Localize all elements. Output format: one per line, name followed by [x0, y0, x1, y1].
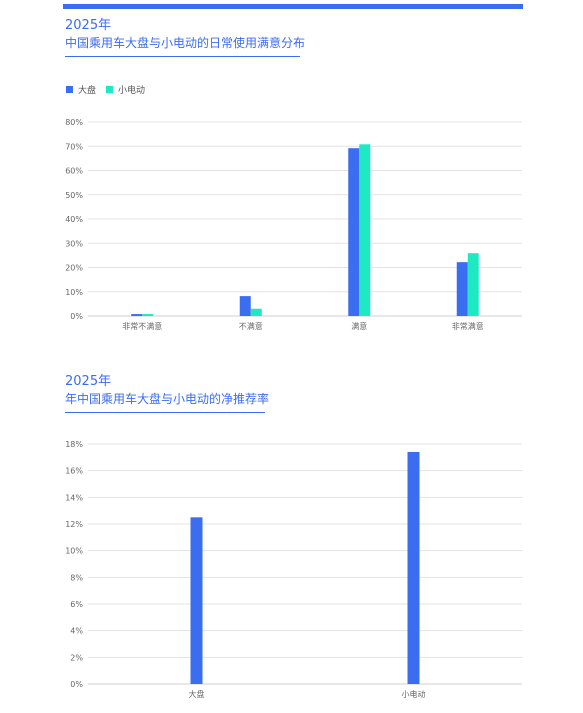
top-accent-bar [63, 4, 523, 9]
chart2-title: 年中国乘用车大盘与小电动的净推荐率 [65, 392, 270, 406]
x-tick-label: 小电动 [402, 689, 426, 699]
y-tick-label: 30% [65, 239, 83, 248]
y-tick-label: 50% [65, 191, 83, 200]
x-tick-label: 非常不满意 [122, 321, 162, 331]
chart2-title-block: 2025年 年中国乘用车大盘与小电动的净推荐率 [65, 374, 269, 413]
y-tick-label: 10% [65, 547, 83, 556]
y-tick-label: 14% [65, 493, 83, 502]
chart1-title: 中国乘用车大盘与小电动的日常使用满意分布 [65, 36, 306, 50]
legend-label-xiaodiandong: 小电动 [118, 86, 146, 96]
bar [348, 148, 360, 316]
y-tick-label: 0% [70, 680, 83, 689]
y-tick-label: 6% [70, 600, 83, 609]
y-tick-label: 12% [65, 520, 83, 529]
legend-item-dapan: 大盘 [66, 83, 96, 96]
chart2-title-year: 2025年 [65, 374, 112, 389]
x-tick-label: 不满意 [239, 321, 263, 331]
y-tick-label: 18% [65, 440, 83, 449]
y-tick-label: 70% [65, 142, 83, 151]
bar [142, 314, 154, 316]
legend-item-xiaodiandong: 小电动 [106, 83, 145, 96]
bar [456, 262, 468, 316]
y-tick-label: 4% [70, 627, 83, 636]
chart1-title-block: 2025年 中国乘用车大盘与小电动的日常使用满意分布 [65, 18, 305, 57]
bar [250, 308, 262, 316]
chart1-satisfaction-bar-chart: 0% 10% 20% 30% 40% 50% 60% 70% 80% 非常不满意 不满意 满意 非常满意 [65, 118, 522, 331]
bar [359, 144, 371, 316]
y-tick-label: 60% [65, 167, 83, 176]
y-tick-label: 40% [65, 215, 83, 224]
bar [407, 452, 420, 684]
y-tick-label: 2% [70, 653, 83, 662]
y-tick-label: 20% [65, 264, 83, 273]
chart2-title-underline [65, 412, 265, 413]
bar [239, 296, 251, 316]
chart1-legend: 大盘 小电动 [66, 83, 155, 96]
y-tick-label: 10% [65, 288, 83, 297]
x-tick-label: 大盘 [189, 689, 205, 699]
legend-swatch-dapan [66, 86, 73, 93]
legend-swatch-xiaodiandong [106, 86, 114, 93]
x-tick-label: 满意 [351, 321, 367, 331]
y-tick-label: 16% [65, 467, 83, 476]
x-tick-label: 非常满意 [452, 321, 484, 331]
bar [131, 314, 143, 316]
y-tick-label: 80% [65, 118, 83, 127]
chart1-title-underline [65, 56, 300, 57]
bar [190, 517, 203, 684]
y-tick-label: 0% [70, 312, 83, 321]
y-tick-label: 8% [70, 573, 83, 582]
bar [467, 253, 479, 316]
legend-label-dapan: 大盘 [78, 86, 97, 96]
chart1-title-year: 2025年 [65, 18, 112, 33]
